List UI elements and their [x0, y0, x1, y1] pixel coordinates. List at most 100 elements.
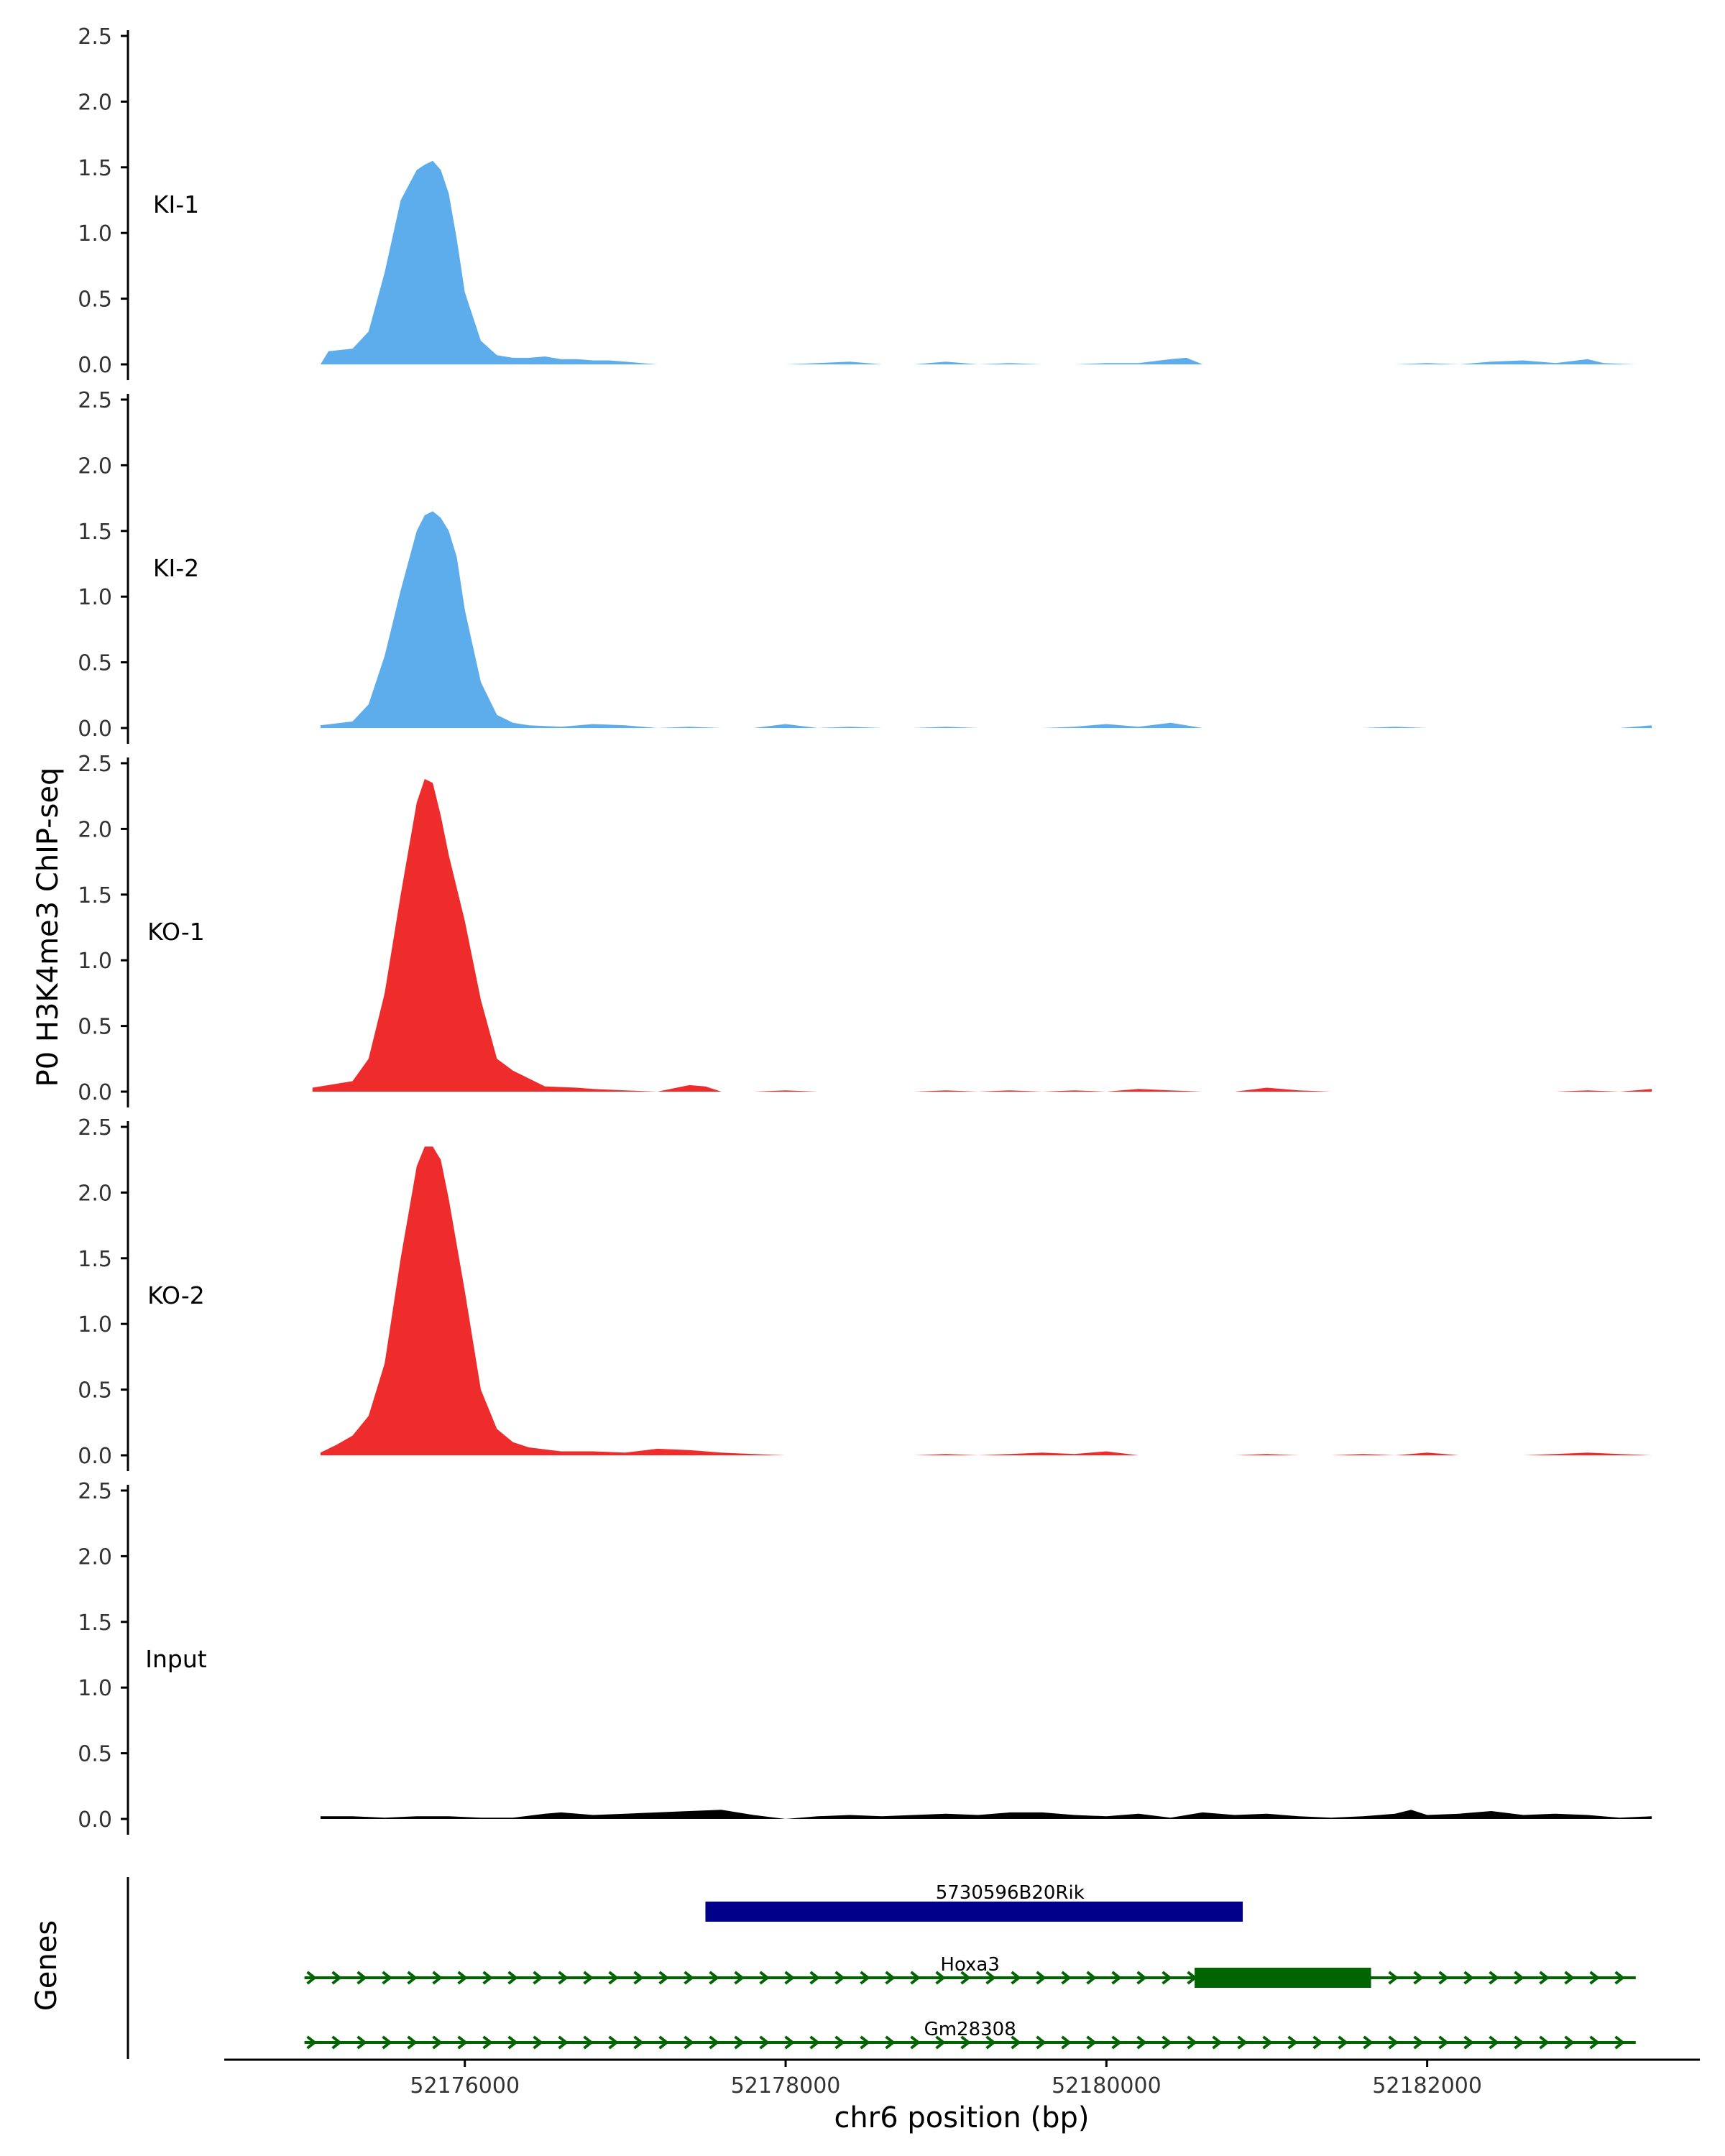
strand-arrow: [331, 1971, 342, 1985]
y-tick-label: 0.5: [78, 1378, 112, 1404]
x-tick-label: 52182000: [1372, 2073, 1482, 2099]
x-axis-title: chr6 position (bp): [834, 2101, 1089, 2134]
strand-arrow: [1086, 1971, 1097, 1985]
strand-arrow: [1564, 2035, 1575, 2050]
strand-arrow: [482, 1971, 493, 1985]
strand-arrow: [935, 2035, 946, 2050]
strand-arrow: [608, 2035, 619, 2050]
strand-arrow: [1086, 2035, 1097, 2050]
strand-arrow: [1036, 2035, 1046, 2050]
y-tick-label: 1.5: [78, 156, 112, 181]
track-label: KO-2: [147, 1281, 205, 1309]
track-3: 0.0 0.5 1.0 1.5 2.0 2.5 KO-2: [78, 1115, 1652, 1471]
y-tick-label: 1.0: [78, 585, 112, 610]
strand-arrow: [633, 2035, 644, 2050]
y-tick-label: 0.0: [78, 717, 112, 742]
y-tick-label: 2.5: [78, 24, 112, 50]
strand-arrow: [1514, 2035, 1524, 2050]
strand-arrow: [1413, 1971, 1424, 1985]
y-tick-label: 0.0: [78, 353, 112, 378]
strand-arrow: [1589, 1971, 1600, 1985]
strand-arrow: [1136, 1971, 1147, 1985]
strand-arrow: [1162, 1971, 1172, 1985]
y-tick-label: 1.5: [78, 883, 112, 908]
strand-arrow: [331, 2035, 342, 2050]
y-tick-label: 1.5: [78, 1611, 112, 1636]
track-label: Input: [145, 1645, 207, 1673]
y-tick-label: 1.0: [78, 221, 112, 247]
track-signal-area: [320, 1146, 1652, 1455]
strand-arrow: [382, 1971, 392, 1985]
strand-arrow: [809, 2035, 820, 2050]
y-tick-label: 2.0: [78, 453, 112, 479]
strand-arrow: [1388, 2035, 1399, 2050]
strand-arrow: [382, 2035, 392, 2050]
y-tick-label: 2.0: [78, 817, 112, 842]
strand-arrow: [457, 2035, 468, 2050]
gene-label: Gm28308: [924, 2019, 1016, 2040]
strand-arrow: [1514, 1971, 1524, 1985]
strand-arrow: [960, 2035, 971, 2050]
strand-arrow: [356, 2035, 367, 2050]
x-tick-label: 52180000: [1052, 2073, 1162, 2099]
track-label: KO-1: [147, 918, 205, 946]
y-tick-label: 0.5: [78, 651, 112, 676]
x-axis: 52176000 52178000 52180000 52182000: [224, 2058, 1700, 2099]
strand-arrow: [860, 1971, 870, 1985]
strand-arrow: [306, 2035, 317, 2050]
y-tick-label: 0.5: [78, 287, 112, 313]
strand-arrow: [457, 1971, 468, 1985]
genes-panel-title: Genes: [30, 1920, 63, 2011]
strand-arrow: [985, 2035, 996, 2050]
track-2: 0.0 0.5 1.0 1.5 2.0 2.5 KO-1: [78, 752, 1652, 1107]
strand-arrow: [1363, 2035, 1374, 2050]
strand-arrow: [834, 2035, 845, 2050]
strand-arrow: [809, 1971, 820, 1985]
y-tick-label: 2.5: [78, 1115, 112, 1141]
gene-annotation-panel: 5730596B20Rik Hoxa3 Gm28308: [126, 1877, 1636, 2059]
strand-arrow: [583, 1971, 594, 1985]
strand-arrow: [633, 1971, 644, 1985]
strand-arrow: [1162, 2035, 1172, 2050]
y-tick-label: 2.5: [78, 1479, 112, 1504]
strand-arrow: [759, 2035, 770, 2050]
y-axis-title: P0 H3K4me3 ChIP-seq: [32, 768, 65, 1087]
track-label: KI-2: [153, 554, 199, 582]
strand-arrow: [784, 1971, 795, 1985]
strand-arrow: [935, 1971, 946, 1985]
strand-arrow: [356, 1971, 367, 1985]
strand-arrow: [734, 2035, 745, 2050]
strand-arrow: [1338, 2035, 1348, 2050]
strand-arrow: [1438, 1971, 1449, 1985]
strand-arrow: [1489, 1971, 1499, 1985]
y-tick-label: 0.5: [78, 1015, 112, 1040]
strand-arrow: [1438, 2035, 1449, 2050]
strand-arrow: [533, 1971, 543, 1985]
track-1: 0.0 0.5 1.0 1.5 2.0 2.5 KI-2: [78, 388, 1652, 744]
y-tick-label: 0.5: [78, 1742, 112, 1767]
y-tick-label: 0.0: [78, 1080, 112, 1105]
track-label: KI-1: [153, 190, 199, 218]
strand-arrow: [407, 1971, 418, 1985]
y-tick-label: 2.5: [78, 388, 112, 413]
gene-exon-block: [705, 1902, 1243, 1922]
gene-label: Hoxa3: [940, 1954, 1000, 1976]
y-tick-label: 0.0: [78, 1807, 112, 1833]
gene-2: Gm28308: [304, 2019, 1636, 2050]
strand-arrow: [1539, 1971, 1550, 1985]
gene-0: 5730596B20Rik: [705, 1882, 1243, 1922]
strand-arrow: [1287, 2035, 1298, 2050]
strand-arrow: [306, 1971, 317, 1985]
strand-arrow: [734, 1971, 745, 1985]
strand-arrow: [1136, 2035, 1147, 2050]
y-tick-label: 1.0: [78, 1676, 112, 1701]
strand-arrow: [784, 2035, 795, 2050]
strand-arrow: [558, 1971, 569, 1985]
strand-arrow: [1463, 2035, 1474, 2050]
strand-arrow: [985, 1971, 996, 1985]
gene-1: Hoxa3: [304, 1954, 1636, 1988]
strand-arrow: [684, 1971, 694, 1985]
strand-arrow: [507, 2035, 518, 2050]
strand-arrow: [1237, 2035, 1248, 2050]
